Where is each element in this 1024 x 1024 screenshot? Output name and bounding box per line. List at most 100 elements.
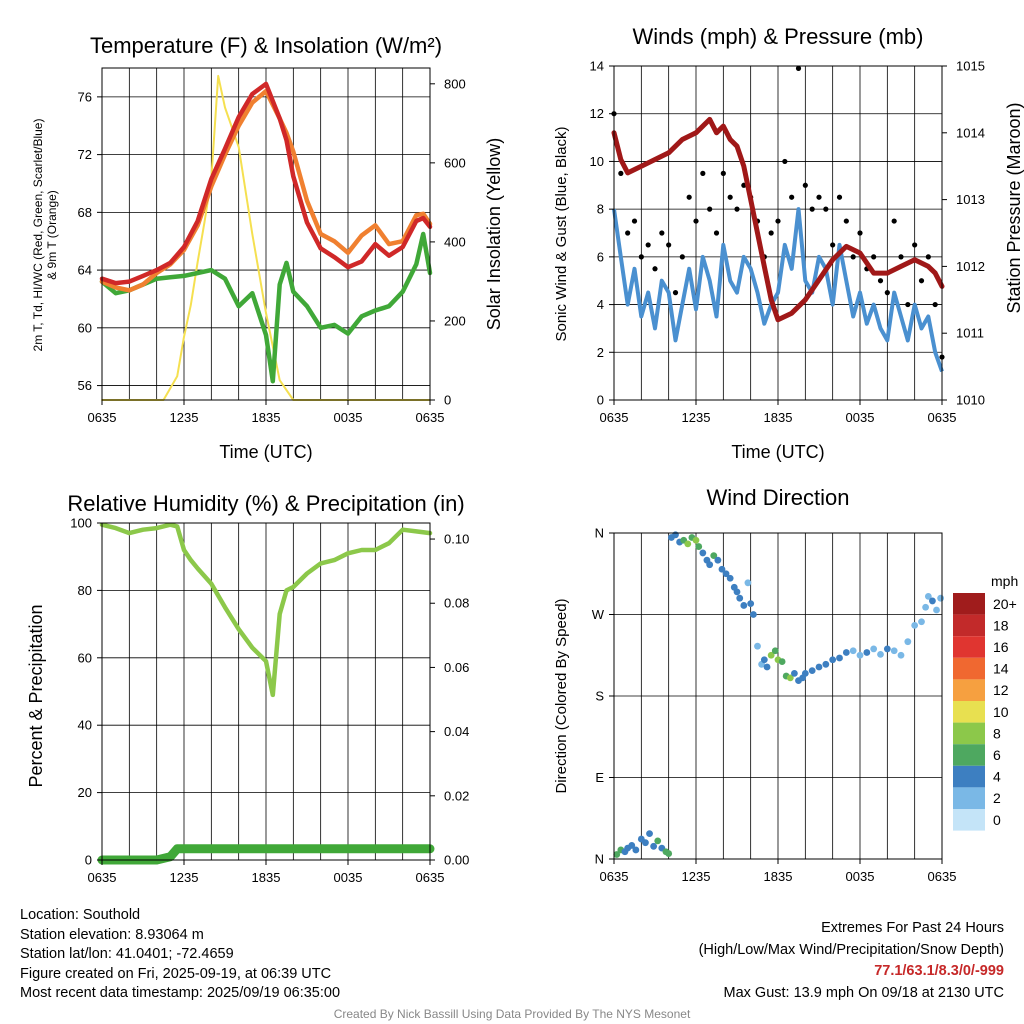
temp-x-tick-label: 1235 xyxy=(170,410,199,425)
temp-y-tick-label: 64 xyxy=(78,263,92,278)
gust-point xyxy=(700,170,706,176)
extremes-subtitle: (High/Low/Max Wind/Precipitation/Snow De… xyxy=(698,941,1004,958)
legend-swatch xyxy=(953,765,985,788)
direction-point xyxy=(760,656,768,664)
rh-y2ticks: 0.00 0.02 0.04 0.06 0.08 0.10 xyxy=(430,532,469,868)
gust-point xyxy=(912,242,918,248)
winds-x-tick-label: 1235 xyxy=(682,410,711,425)
temp-series-line-0 xyxy=(99,81,433,286)
direction-point xyxy=(933,606,940,614)
direction-point xyxy=(699,549,707,557)
dir-legend: mph 20+ 18 16 14 12 10 8 6 4 2 0 xyxy=(953,573,1018,831)
direction-point xyxy=(642,839,649,847)
winds-series xyxy=(611,65,945,373)
direction-point xyxy=(791,669,798,677)
temp-panel: Temperature (F) & Insolation (W/m²) 56 60… xyxy=(31,33,504,462)
direction-point xyxy=(929,597,936,605)
winds-x-tick-label: 1835 xyxy=(764,410,793,425)
direction-point xyxy=(808,667,816,675)
gust-point xyxy=(645,242,651,248)
extremes-title: Extremes For Past 24 Hours xyxy=(821,920,1004,936)
dir-y-tick-label: E xyxy=(595,770,604,785)
direction-point xyxy=(632,846,640,854)
direction-point xyxy=(733,588,741,596)
elevation-text: Station elevation: 8.93064 m xyxy=(20,926,204,943)
winds-ylabel-right: Station Pressure (Maroon) xyxy=(1004,102,1024,313)
gust-point xyxy=(652,266,658,272)
winds-y-tick-label: 4 xyxy=(597,297,604,312)
direction-point xyxy=(692,536,700,544)
legend-label: 4 xyxy=(993,769,1001,785)
rh-y-tick-label: 40 xyxy=(78,718,92,733)
direction-point xyxy=(714,556,722,564)
direction-point xyxy=(922,603,929,611)
gust-point xyxy=(898,254,904,260)
gust-point xyxy=(830,242,836,248)
temp-xticks: 0635 1235 1835 0035 0635 xyxy=(88,400,444,425)
gust-point xyxy=(686,194,692,200)
direction-point xyxy=(722,570,730,578)
rh-xticks: 0635 1235 1835 0035 0635 xyxy=(88,860,444,885)
direction-point xyxy=(801,669,809,677)
legend-label: 14 xyxy=(993,661,1009,677)
temp-x-tick-label: 1835 xyxy=(252,410,281,425)
gust-point xyxy=(809,206,815,212)
dir-title: Wind Direction xyxy=(706,485,849,510)
gust-point xyxy=(734,206,740,212)
legend-swatch xyxy=(953,787,985,809)
dir-y-tick-label: W xyxy=(592,607,605,622)
gust-point xyxy=(768,230,774,236)
gust-point xyxy=(789,194,795,200)
legend-label: 20+ xyxy=(993,596,1017,612)
direction-point xyxy=(836,654,843,662)
rh-y2-tick-label: 0.00 xyxy=(444,853,469,868)
direction-point xyxy=(740,602,748,609)
dir-x-tick-label: 1235 xyxy=(682,869,711,884)
gust-point xyxy=(795,65,802,71)
temp-y2-tick-label: 800 xyxy=(444,76,466,91)
winds-yticks: 0 2 4 6 8 10 12 14 xyxy=(590,59,614,408)
direction-point xyxy=(771,647,779,655)
recent-text: Most recent data timestamp: 2025/09/19 0… xyxy=(20,985,341,1001)
winds-y-tick-label: 6 xyxy=(597,249,604,264)
dir-y-tick-label: S xyxy=(595,689,604,704)
direction-point xyxy=(744,579,752,587)
direction-point xyxy=(937,594,945,602)
legend-swatch xyxy=(953,809,985,831)
direction-point xyxy=(665,850,673,857)
direction-point xyxy=(786,674,794,682)
rh-x-tick-label: 1235 xyxy=(170,870,199,885)
direction-point xyxy=(736,594,744,602)
winds-y2-tick-label: 1015 xyxy=(956,59,985,74)
rh-y-tick-label: 60 xyxy=(78,650,92,665)
gust-point xyxy=(707,206,713,212)
winds-ylabel-left: Sonic Wind & Gust (Blue, Black) xyxy=(553,126,570,341)
direction-point xyxy=(870,645,878,653)
rh-x-tick-label: 0035 xyxy=(334,870,363,885)
gust-point xyxy=(693,218,699,224)
temp-xlabel: Time (UTC) xyxy=(219,442,312,462)
direction-point xyxy=(754,642,761,650)
direction-point xyxy=(815,663,823,671)
winds-y2-tick-label: 1010 xyxy=(956,393,985,408)
legend-unit: mph xyxy=(991,573,1018,589)
temp-x-tick-label: 0635 xyxy=(88,410,117,425)
legend-swatch xyxy=(953,744,985,766)
dir-y-tick-label: N xyxy=(595,852,604,867)
direction-point xyxy=(778,658,786,665)
gust-point xyxy=(782,158,788,165)
direction-point xyxy=(684,540,692,548)
gust-point xyxy=(775,218,781,224)
legend-label: 0 xyxy=(993,812,1001,828)
winds-y-tick-label: 0 xyxy=(597,393,604,408)
direction-point xyxy=(822,660,830,668)
temp-y-tick-label: 56 xyxy=(78,378,92,393)
winds-panel: Winds (mph) & Pressure (mb) 02468101214 … xyxy=(553,24,1024,462)
rh-y-tick-label: 80 xyxy=(78,583,92,598)
rh-y2-tick-label: 0.08 xyxy=(444,596,469,611)
direction-point xyxy=(710,552,718,560)
rh-y2-tick-label: 0.04 xyxy=(444,724,469,739)
dir-y-tick-label: N xyxy=(595,526,604,541)
gust-point xyxy=(877,278,884,284)
